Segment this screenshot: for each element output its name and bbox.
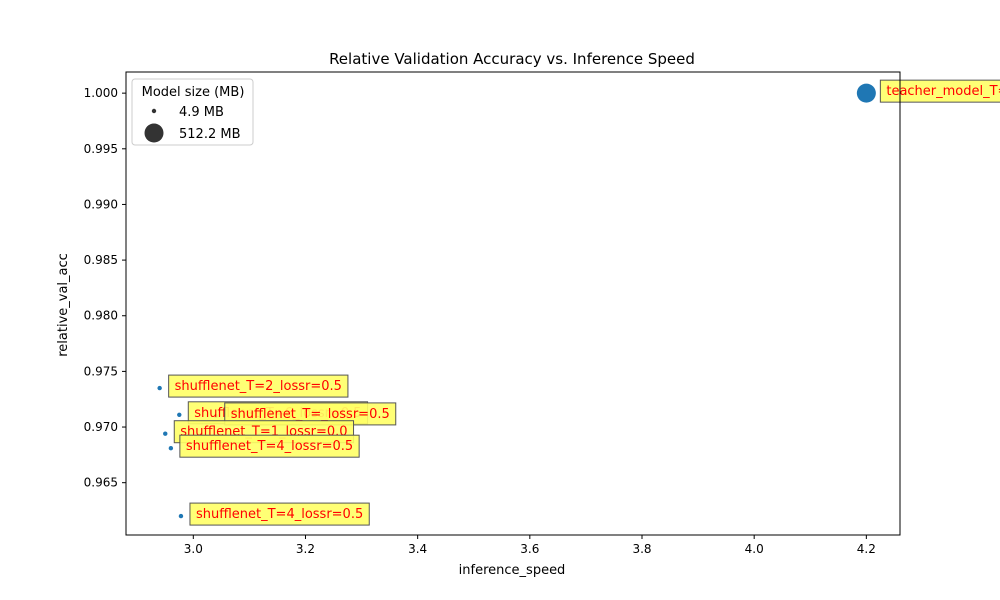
chart-title: Relative Validation Accuracy vs. Inferen… <box>329 50 695 68</box>
y-tick-label: 1.000 <box>84 86 118 100</box>
point-label: shufflenet_T=4_lossr=0.5 <box>189 502 370 526</box>
point-label-box <box>189 502 370 526</box>
y-axis-label: relative_val_acc <box>56 253 71 357</box>
legend-entry-label: 4.9 MB <box>179 105 224 120</box>
data-point <box>178 513 184 519</box>
point-label-box <box>179 434 360 458</box>
point-label: shufflenet_T=4_lossr=0.5 <box>179 434 360 458</box>
x-tick-label: 3.8 <box>632 542 651 556</box>
point-label: teacher_model_T= <box>879 79 1000 103</box>
y-tick-label: 0.980 <box>84 309 118 323</box>
point-label-text: teacher_model_T= <box>886 84 1000 99</box>
y-tick-label: 0.990 <box>84 197 118 211</box>
y-tick-label: 0.965 <box>84 476 118 490</box>
x-tick-label: 3.4 <box>408 542 427 556</box>
x-tick-label: 3.2 <box>296 542 315 556</box>
y-tick-label: 0.995 <box>84 142 118 156</box>
data-point <box>168 445 174 451</box>
legend-title: Model size (MB) <box>142 85 245 100</box>
point-label-text: shufflenet_T=2_lossr=0.5 <box>175 379 342 394</box>
point-label-text: shufflenet_T=4_lossr=0.5 <box>196 507 363 522</box>
plot-area: teacher_model_T= shufflenet_T=2_lossr=0.5… <box>157 79 1000 526</box>
legend-marker <box>144 123 164 143</box>
legend: Model size (MB) 4.9 MB 512.2 MB <box>131 78 254 146</box>
point-label-text: shufflenet_T=_lossr=0.5 <box>231 407 390 422</box>
legend-entry-label: 512.2 MB <box>179 127 240 142</box>
point-label: shufflenet_T=_lossr=0.5 <box>224 402 397 426</box>
point-labels: teacher_model_T= shufflenet_T=2_lossr=0.5… <box>168 79 1000 526</box>
axes-frame <box>125 71 901 536</box>
legend-marker <box>151 108 157 114</box>
point-label: shufflenet_T=2_lossr=0.5 <box>168 374 349 398</box>
y-tick-label: 0.985 <box>84 253 118 267</box>
y-tick-label: 0.975 <box>84 364 118 378</box>
data-point <box>163 431 168 436</box>
data-point <box>177 412 182 417</box>
x-tick-label: 3.6 <box>520 542 539 556</box>
x-tick-label: 4.2 <box>857 542 876 556</box>
point-label-box <box>879 79 1000 103</box>
x-tick-label: 3.0 <box>184 542 203 556</box>
y-tick-label: 0.970 <box>84 420 118 434</box>
y-axis-ticks: 0.965 0.970 0.975 0.980 0.985 0.990 0.995 1.000 <box>84 86 126 490</box>
data-point <box>157 385 162 391</box>
x-axis-label: inference_speed <box>459 563 566 578</box>
x-axis-ticks: 3.0 3.2 3.4 3.6 3.8 4.0 4.2 <box>184 535 876 556</box>
legend-entries: 4.9 MB 512.2 MB <box>144 105 240 143</box>
data-point <box>856 83 876 103</box>
point-label-box <box>168 374 349 398</box>
x-tick-label: 4.0 <box>745 542 764 556</box>
point-label-text: shufflenet_T=4_lossr=0.5 <box>186 439 353 454</box>
